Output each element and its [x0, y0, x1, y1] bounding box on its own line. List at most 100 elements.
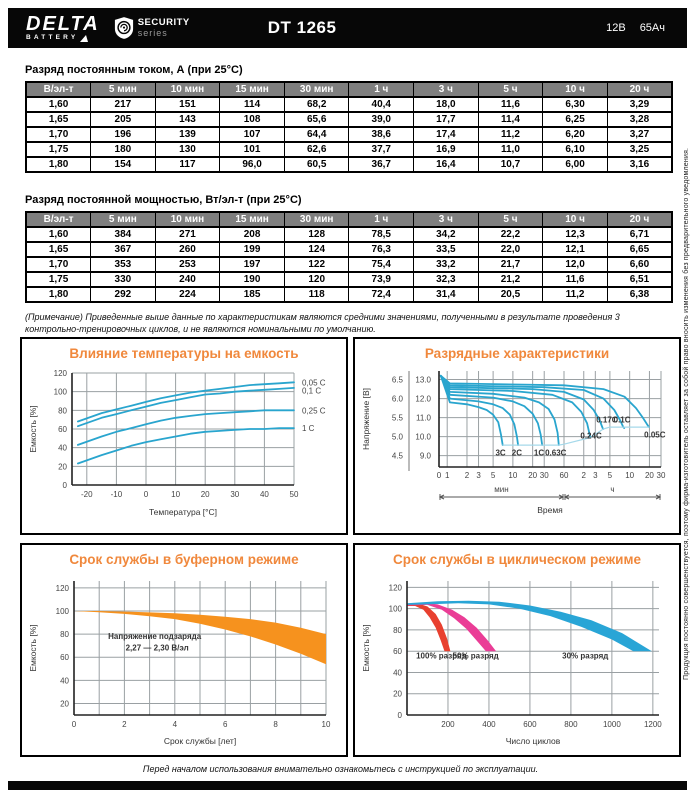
table-cell: 205: [90, 111, 156, 128]
svg-text:600: 600: [523, 720, 537, 729]
table-cell: 72,4: [348, 286, 415, 303]
table-row: 1,70 196 139 107 64,4 38,6 17,4 11,2 6,20 3,27: [25, 126, 673, 143]
table-cell: 1,70: [25, 256, 92, 273]
column-header: 3 ч: [413, 81, 479, 98]
capacity-value: 65Ач: [639, 22, 665, 34]
svg-text:60: 60: [60, 653, 69, 662]
table-cell: 20,5: [477, 286, 544, 303]
constant-current-section: Разряд постоянным током, А (при 25°C) В/…: [25, 64, 673, 173]
svg-text:0.05C: 0.05C: [644, 431, 666, 440]
table-cell: 6,65: [606, 241, 673, 258]
series-subtitle: series: [137, 27, 168, 38]
column-header: 10 мин: [154, 81, 221, 98]
table-cell: 32,3: [413, 271, 479, 288]
table-row: 1,60 384 271 208 128 78,5 34,2 22,2 12,3 6,71: [25, 226, 673, 243]
table-cell: 39,0: [348, 111, 415, 128]
svg-text:60: 60: [58, 425, 67, 434]
svg-text:10.0: 10.0: [415, 433, 431, 442]
table-cell: 33,5: [413, 241, 479, 258]
svg-text:Температура [°C]: Температура [°C]: [149, 507, 217, 517]
table-cell: 118: [283, 286, 350, 303]
column-header: 30 мин: [283, 211, 350, 228]
table-cell: 330: [90, 271, 156, 288]
svg-text:30: 30: [230, 490, 239, 499]
table-cell: 292: [90, 286, 156, 303]
table-cell: 17,7: [413, 111, 479, 128]
table-cell: 253: [154, 256, 221, 273]
table-cell: 60,5: [283, 156, 350, 173]
table-cell: 16,4: [413, 156, 479, 173]
svg-text:11.0: 11.0: [416, 414, 432, 423]
table-cell: 33,2: [413, 256, 479, 273]
table-title: Разряд постоянной мощностью, Вт/эл-т (пр…: [25, 194, 302, 206]
delta-logo: DELTA BATTERY: [26, 14, 100, 42]
battery-specs: 12В 65Ач: [606, 22, 665, 34]
column-header: 15 мин: [219, 211, 285, 228]
header-bar: DELTA BATTERY SECURITY series DT 1265 12…: [8, 8, 687, 48]
table-row: 1,70 353 253 197 122 75,4 33,2 21,7 12,0 6,60: [25, 256, 673, 273]
bottom-bar: [8, 781, 687, 790]
table-cell: 151: [154, 96, 221, 113]
svg-text:20: 20: [645, 471, 654, 480]
table-cell: 117: [154, 156, 221, 173]
svg-text:120: 120: [389, 583, 403, 592]
svg-text:20: 20: [58, 462, 67, 471]
table-cell: 154: [90, 156, 156, 173]
svg-text:120: 120: [54, 369, 68, 378]
table-cell: 11,4: [477, 111, 544, 128]
table-cell: 3,28: [606, 111, 673, 128]
table-cell: 17,4: [413, 126, 479, 143]
column-header: 1 ч: [348, 211, 415, 228]
svg-text:Емкость [%]: Емкость [%]: [361, 624, 371, 671]
svg-text:6.0: 6.0: [392, 395, 404, 404]
column-header: 10 ч: [542, 81, 608, 98]
svg-text:12.0: 12.0: [415, 395, 431, 404]
table-cell: 3,16: [606, 156, 673, 173]
table-cell: 12,1: [542, 241, 608, 258]
table-cell: 199: [219, 241, 285, 258]
column-header: 1 ч: [348, 81, 415, 98]
svg-text:10: 10: [322, 720, 331, 729]
svg-text:100: 100: [54, 388, 68, 397]
svg-text:9.0: 9.0: [420, 452, 432, 461]
table-cell: 107: [219, 126, 285, 143]
table-cell: 11,6: [477, 96, 544, 113]
svg-text:3C: 3C: [495, 449, 505, 458]
svg-text:0.63C: 0.63C: [545, 449, 567, 458]
table-cell: 6,10: [542, 141, 608, 158]
chart-title: Срок службы в циклическом режиме: [393, 552, 641, 567]
footer-note: Перед началом использования внимательно …: [142, 764, 539, 774]
note-text: (Примечание) Приведенные выше данные по …: [25, 312, 620, 335]
table-row: 1,75 180 130 101 62,6 37,7 16,9 11,0 6,10 3,25: [25, 141, 673, 158]
security-series-badge: SECURITY series: [114, 16, 190, 40]
table-cell: 1,80: [25, 156, 92, 173]
svg-text:20: 20: [528, 471, 537, 480]
column-header: 3 ч: [413, 211, 479, 228]
svg-text:60: 60: [560, 471, 569, 480]
svg-text:мин: мин: [494, 485, 508, 494]
table-row: 1,60 217 151 114 68,2 40,4 18,0 11,6 6,30 3,29: [25, 96, 673, 113]
column-header: 5 ч: [477, 211, 544, 228]
svg-text:800: 800: [564, 720, 578, 729]
table-cell: 22,0: [477, 241, 544, 258]
brand-name: DELTA: [26, 13, 100, 35]
svg-text:8: 8: [273, 720, 278, 729]
svg-text:80: 80: [393, 626, 402, 635]
table-cell: 21,2: [477, 271, 544, 288]
svg-text:0,1 C: 0,1 C: [302, 387, 321, 396]
table-cell: 1,60: [25, 226, 92, 243]
svg-text:30: 30: [540, 471, 549, 480]
table-cell: 11,2: [477, 126, 544, 143]
table-cell: 78,5: [348, 226, 415, 243]
svg-text:40: 40: [58, 444, 67, 453]
column-header: 5 ч: [477, 81, 544, 98]
table-row: 1,80 292 224 185 118 72,4 31,4 20,5 11,2 6,38: [25, 286, 673, 303]
table-cell: 224: [154, 286, 221, 303]
svg-text:0.1C: 0.1C: [614, 415, 631, 424]
table-cell: 260: [154, 241, 221, 258]
constant-power-section: Разряд постоянной мощностью, Вт/эл-т (пр…: [25, 194, 673, 303]
table-cell: 12,3: [542, 226, 608, 243]
table-cell: 190: [219, 271, 285, 288]
